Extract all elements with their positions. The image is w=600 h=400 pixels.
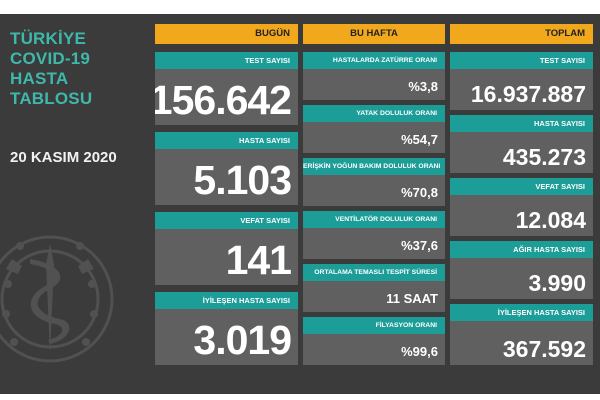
card-value: 156.642 [155, 77, 292, 123]
card-label: AĞIR HASTA SAYISI [450, 241, 593, 258]
total-card-recovered: İYİLEŞEN HASTA SAYISI 367.592 [450, 304, 593, 365]
week-card-contact-detection: ORTALAMA TEMASLI TESPİT SÜRESİ 11 SAAT [303, 264, 445, 312]
total-header: TOPLAM [450, 24, 593, 44]
card-label: YATAK DOLULUK ORANI [303, 105, 445, 122]
card-value: 12.084 [515, 207, 586, 233]
ministry-of-health-emblem-icon [0, 235, 114, 363]
today-card-tests: TEST SAYISI 156.642 [155, 52, 298, 125]
total-card-tests: TEST SAYISI 16.937.887 [450, 52, 593, 110]
today-card-cases: HASTA SAYISI 5.103 [155, 132, 298, 205]
today-column: BUGÜN TEST SAYISI 156.642 HASTA SAYISI 5… [155, 24, 298, 384]
card-value: 11 SAAT [386, 291, 438, 306]
total-card-deaths: VEFAT SAYISI 12.084 [450, 178, 593, 236]
total-column: TOPLAM TEST SAYISI 16.937.887 HASTA SAYI… [450, 24, 593, 384]
card-value: 5.103 [193, 157, 292, 203]
week-card-filiation: FİLYASYON ORANI %99,6 [303, 317, 445, 365]
card-label: İYİLEŞEN HASTA SAYISI [155, 292, 298, 309]
card-value: %54,7 [401, 132, 438, 147]
card-value: %3,8 [408, 79, 438, 94]
week-header: BU HAFTA [303, 24, 445, 44]
today-card-recovered: İYİLEŞEN HASTA SAYISI 3.019 [155, 292, 298, 365]
card-label: TEST SAYISI [155, 52, 298, 69]
page-title: TÜRKİYE COVID-19 HASTA TABLOSU [10, 29, 130, 109]
report-date: 20 KASIM 2020 [10, 149, 117, 166]
today-header: BUGÜN [155, 24, 298, 44]
today-card-deaths: VEFAT SAYISI 141 [155, 212, 298, 285]
card-label: VEFAT SAYISI [155, 212, 298, 229]
week-card-bed-occupancy: YATAK DOLULUK ORANI %54,7 [303, 105, 445, 153]
card-value: %99,6 [401, 344, 438, 359]
card-value: 16.937.887 [470, 81, 586, 107]
week-column: BU HAFTA HASTALARDA ZATÜRRE ORANI %3,8 Y… [303, 24, 445, 384]
card-value: 435.273 [502, 144, 586, 170]
card-label: HASTALARDA ZATÜRRE ORANI [303, 52, 445, 69]
covid-table-board: TÜRKİYE COVID-19 HASTA TABLOSU 20 KASIM … [0, 14, 600, 394]
card-value: 141 [225, 237, 292, 283]
card-value: 367.592 [502, 336, 586, 362]
total-card-critical: AĞIR HASTA SAYISI 3.990 [450, 241, 593, 299]
title-line: TÜRKİYE [10, 29, 87, 48]
total-card-cases: HASTA SAYISI 435.273 [450, 115, 593, 173]
card-value: 3.990 [528, 270, 586, 296]
week-card-pneumonia: HASTALARDA ZATÜRRE ORANI %3,8 [303, 52, 445, 100]
card-label: VEFAT SAYISI [450, 178, 593, 195]
title-line: COVID-19 [10, 49, 91, 68]
card-label: ORTALAMA TEMASLI TESPİT SÜRESİ [303, 264, 445, 281]
card-label: VENTİLATÖR DOLULUK ORANI [303, 211, 445, 228]
title-line: TABLOSU [10, 89, 93, 108]
card-value: %37,6 [401, 238, 438, 253]
card-label: HASTA SAYISI [155, 132, 298, 149]
card-label: ERİŞKİN YOĞUN BAKIM DOLULUK ORANI [303, 158, 445, 175]
card-label: TEST SAYISI [450, 52, 593, 69]
card-label: FİLYASYON ORANI [303, 317, 445, 334]
card-label: HASTA SAYISI [450, 115, 593, 132]
card-value: %70,8 [401, 185, 438, 200]
week-card-icu-occupancy: ERİŞKİN YOĞUN BAKIM DOLULUK ORANI %70,8 [303, 158, 445, 206]
card-label: İYİLEŞEN HASTA SAYISI [450, 304, 593, 321]
card-value: 3.019 [193, 317, 292, 363]
title-line: HASTA [10, 69, 69, 88]
week-card-ventilator-occupancy: VENTİLATÖR DOLULUK ORANI %37,6 [303, 211, 445, 259]
